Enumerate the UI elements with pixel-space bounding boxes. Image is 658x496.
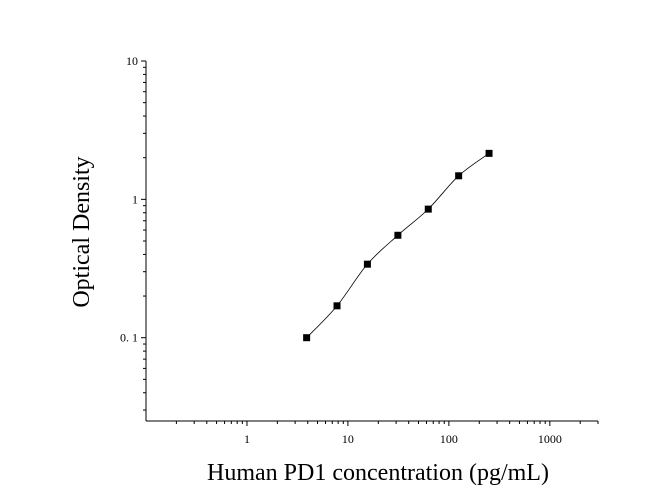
x-tick-label: 100 (440, 432, 458, 446)
data-points (303, 149, 493, 342)
fit-curve (306, 153, 490, 338)
y-axis-title: Optical Density (69, 156, 95, 307)
x-tick-label: 10 (342, 432, 354, 446)
x-tick-label: 1000 (538, 432, 562, 446)
y-tick-label: 0. 1 (120, 331, 138, 345)
y-tick-label: 1 (132, 192, 138, 206)
x-axis-title: Human PD1 concentration (pg/mL) (207, 460, 549, 486)
data-point (363, 260, 371, 268)
data-point (303, 334, 311, 342)
y-tick-label: 10 (126, 54, 138, 68)
data-point (455, 172, 463, 180)
x-tick-label: 1 (244, 432, 250, 446)
fit-curve-group (306, 153, 490, 338)
data-point (333, 302, 341, 310)
axes: 0. 1 1 10 1 10 100 1000 (120, 54, 599, 446)
data-point (485, 149, 493, 157)
data-point (394, 231, 402, 239)
data-point (424, 205, 432, 213)
